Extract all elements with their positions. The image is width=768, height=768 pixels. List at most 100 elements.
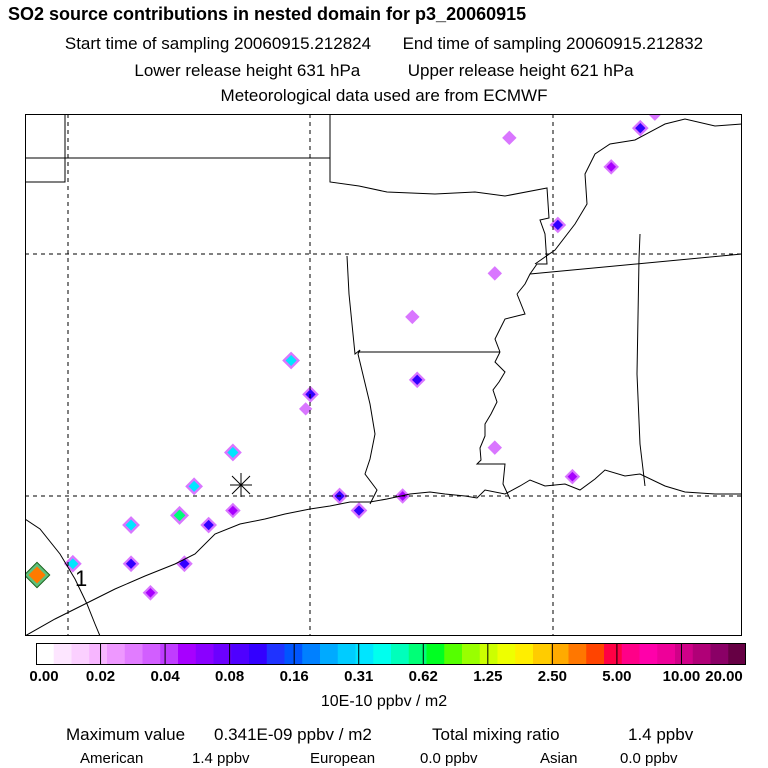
colorbar-cell xyxy=(462,643,481,665)
colorbar-frame xyxy=(36,643,746,665)
end-time: End time of sampling 20060915.212832 xyxy=(402,34,704,53)
plume xyxy=(487,440,503,455)
colorbar-cell xyxy=(124,643,143,665)
mississippi-river xyxy=(475,351,511,500)
colorbar-cell xyxy=(550,643,569,665)
map-title: SO2 source contributions in nested domai… xyxy=(8,4,527,24)
max-value: 0.341E-09 ppbv / m2 xyxy=(214,725,372,744)
colorbar-dividers xyxy=(100,643,682,665)
colorbar-cell xyxy=(160,643,179,665)
colorbar-tick-label: 0.31 xyxy=(344,668,374,685)
colorbar-cell xyxy=(497,643,516,665)
lower-release-height: Lower release height 631 hPa xyxy=(134,61,361,80)
upper-release-height: Upper release height 621 hPa xyxy=(407,61,634,80)
source-label: 1 xyxy=(75,566,87,591)
colorbar-cell xyxy=(71,643,90,665)
colorbar-cell xyxy=(373,643,392,665)
colorbar-cell xyxy=(408,643,427,665)
colorbar-cell xyxy=(231,643,250,665)
map-panel: 1 xyxy=(25,114,742,636)
colorbar-cell xyxy=(89,643,108,665)
mississippi-alabama-border xyxy=(636,233,646,487)
colorbar-tick-label: 1.25 xyxy=(473,668,503,685)
american-value: 1.4 ppbv xyxy=(192,750,250,767)
total-mixing-label: Total mixing ratio xyxy=(432,725,560,744)
colorbar-cell xyxy=(302,643,321,665)
colorbar-cell xyxy=(249,643,268,665)
colorbar-cell xyxy=(320,643,339,665)
met-data-label: Meteorological data used are from ECMWF xyxy=(220,86,548,105)
plume xyxy=(631,119,649,137)
plume xyxy=(225,502,241,519)
colorbar-tick-label: 0.62 xyxy=(408,668,438,685)
map-background xyxy=(25,114,742,636)
colorbar-cell xyxy=(36,643,55,665)
source-marker: 1 xyxy=(25,561,87,591)
colorbar-cell xyxy=(355,643,374,665)
colorbar-cell xyxy=(195,643,214,665)
tennessee-border xyxy=(529,253,742,275)
release-heights: Lower release height 631 hPa Upper relea… xyxy=(0,61,768,81)
colorbar-tick-label: 2.50 xyxy=(537,668,567,685)
colorbar-cell xyxy=(710,643,729,665)
colorbar-cell xyxy=(391,643,410,665)
colorbar-cell xyxy=(586,643,605,665)
colorbar-cell xyxy=(444,643,463,665)
colorbar-units: 10E-10 ppbv / m2 xyxy=(320,693,448,710)
colorbar-cell xyxy=(621,643,640,665)
arkansas-missouri-border xyxy=(494,293,526,353)
european-label: European xyxy=(310,750,376,767)
colorbar-cell xyxy=(337,643,356,665)
colorbar-cell xyxy=(284,643,303,665)
texas-oklahoma-border xyxy=(25,157,550,295)
gulf-coastline xyxy=(25,469,742,636)
colorbar-cell xyxy=(107,643,126,665)
colorbar-cell xyxy=(533,643,552,665)
plume xyxy=(647,114,663,121)
colorbar-tick-label: 20.00 xyxy=(705,668,743,685)
colorbar-cell xyxy=(142,643,161,665)
american-label: American xyxy=(80,750,144,767)
texas-east-border xyxy=(346,255,378,505)
colorbar-cell xyxy=(692,643,711,665)
colorbar-cell xyxy=(675,643,694,665)
colorbar-tick-label: 0.04 xyxy=(150,668,180,685)
colorbar xyxy=(36,643,746,665)
colorbar-tick-label: 0.02 xyxy=(85,668,116,685)
asian-label: Asian xyxy=(540,750,578,767)
plume xyxy=(299,402,313,416)
colorbar-cell xyxy=(728,643,746,665)
mexico-border xyxy=(25,518,101,636)
plume xyxy=(549,216,567,234)
colorbar-cell xyxy=(266,643,285,665)
plume xyxy=(170,505,190,525)
map-frame xyxy=(25,114,742,636)
colorbar-cell xyxy=(657,643,676,665)
colorbar-cell xyxy=(178,643,197,665)
colorbar-cell xyxy=(515,643,534,665)
colorbar-cell xyxy=(639,643,658,665)
colorbar-cell xyxy=(53,643,72,665)
kentucky-border xyxy=(534,118,742,265)
asian-value: 0.0 ppbv xyxy=(620,750,678,767)
colorbar-tick-label: 0.08 xyxy=(215,668,245,685)
colorbar-cell xyxy=(604,643,623,665)
start-time: Start time of sampling 20060915.212824 xyxy=(64,34,372,53)
colorbar-tick-label: 0.16 xyxy=(279,668,309,685)
colorbar-tick-label: 0.00 xyxy=(29,668,59,685)
colorbar-cell xyxy=(568,643,587,665)
colorbar-cell xyxy=(479,643,498,665)
colorbar-tick-label: 5.00 xyxy=(602,668,632,685)
sampling-times: Start time of sampling 20060915.212824 E… xyxy=(0,34,768,54)
total-mixing-value: 1.4 ppbv xyxy=(628,725,694,744)
plume xyxy=(408,371,426,389)
boundaries xyxy=(25,114,742,636)
max-value-label: Maximum value xyxy=(66,725,186,744)
plume xyxy=(223,443,242,462)
european-value: 0.0 ppbv xyxy=(420,750,478,767)
colorbar-cell xyxy=(426,643,445,665)
graticule xyxy=(25,114,742,636)
colorbar-cell xyxy=(213,643,232,665)
colorbar-cells xyxy=(36,643,746,665)
receptor-asterisk-icon xyxy=(230,473,252,497)
